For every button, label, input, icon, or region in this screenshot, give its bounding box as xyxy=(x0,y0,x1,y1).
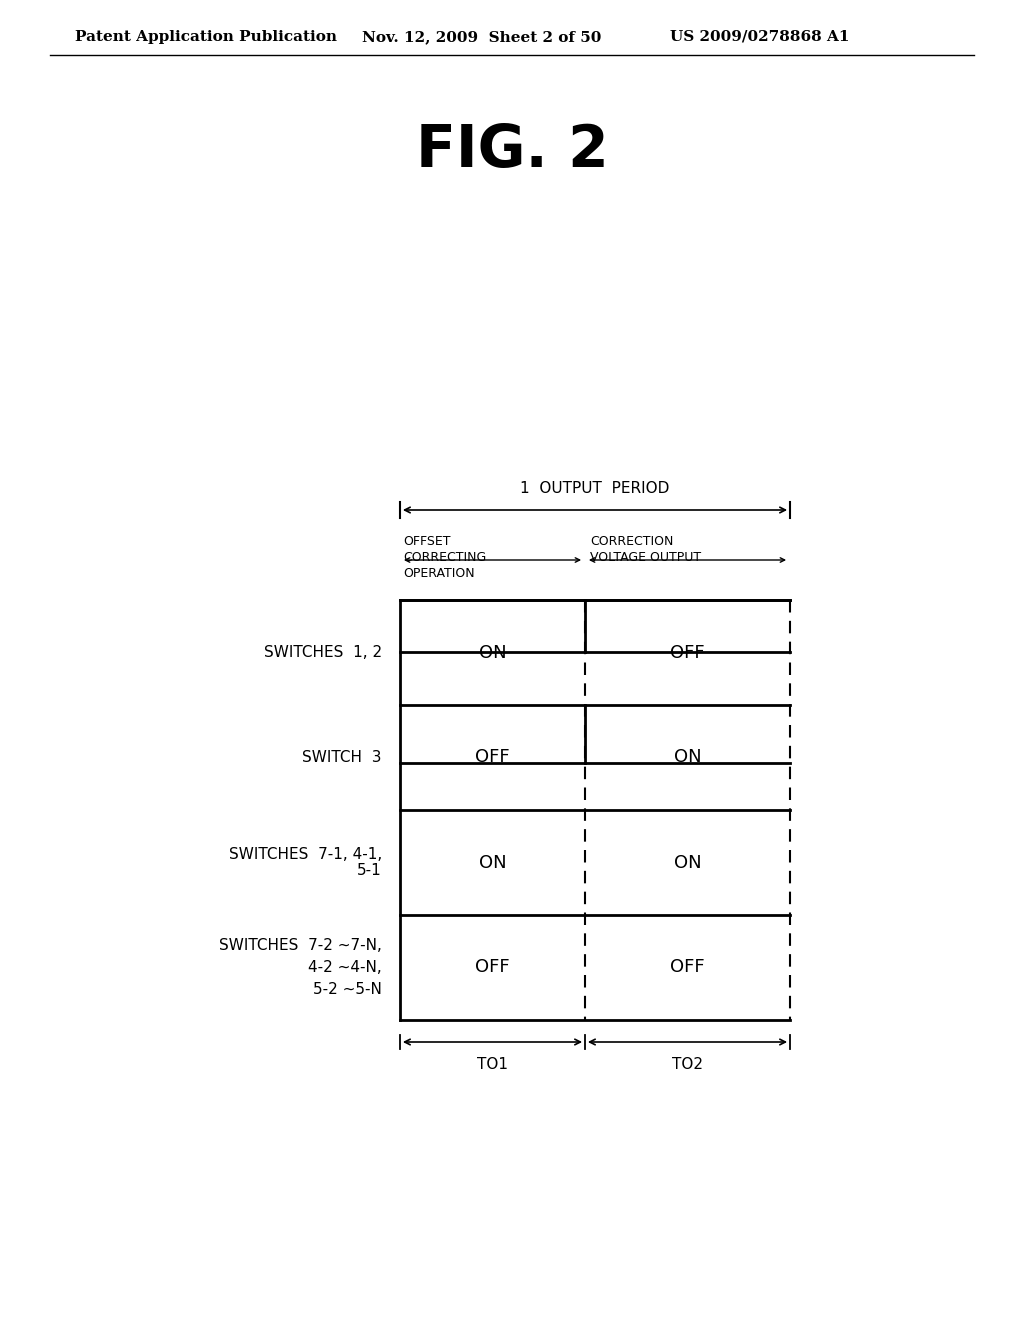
Text: OFF: OFF xyxy=(475,748,510,767)
Text: ON: ON xyxy=(478,854,506,871)
Text: Patent Application Publication: Patent Application Publication xyxy=(75,30,337,44)
Text: ON: ON xyxy=(674,854,701,871)
Text: SWITCH  3: SWITCH 3 xyxy=(302,750,382,766)
Text: 5-2 ~5-N: 5-2 ~5-N xyxy=(313,982,382,997)
Text: OFFSET
CORRECTING
OPERATION: OFFSET CORRECTING OPERATION xyxy=(403,535,486,579)
Text: Nov. 12, 2009  Sheet 2 of 50: Nov. 12, 2009 Sheet 2 of 50 xyxy=(362,30,601,44)
Text: 5-1: 5-1 xyxy=(357,863,382,878)
Text: OFF: OFF xyxy=(475,958,510,977)
Text: TO1: TO1 xyxy=(477,1057,508,1072)
Text: ON: ON xyxy=(674,748,701,767)
Text: 1  OUTPUT  PERIOD: 1 OUTPUT PERIOD xyxy=(520,480,670,496)
Text: CORRECTION
VOLTAGE OUTPUT: CORRECTION VOLTAGE OUTPUT xyxy=(590,535,701,564)
Text: SWITCHES  7-1, 4-1,: SWITCHES 7-1, 4-1, xyxy=(228,847,382,862)
Text: SWITCHES  1, 2: SWITCHES 1, 2 xyxy=(264,645,382,660)
Text: OFF: OFF xyxy=(670,644,705,661)
Text: 4-2 ~4-N,: 4-2 ~4-N, xyxy=(308,960,382,975)
Text: OFF: OFF xyxy=(670,958,705,977)
Text: US 2009/0278868 A1: US 2009/0278868 A1 xyxy=(670,30,850,44)
Text: SWITCHES  7-2 ~7-N,: SWITCHES 7-2 ~7-N, xyxy=(219,939,382,953)
Text: ON: ON xyxy=(478,644,506,661)
Text: TO2: TO2 xyxy=(672,1057,703,1072)
Text: FIG. 2: FIG. 2 xyxy=(416,121,608,178)
